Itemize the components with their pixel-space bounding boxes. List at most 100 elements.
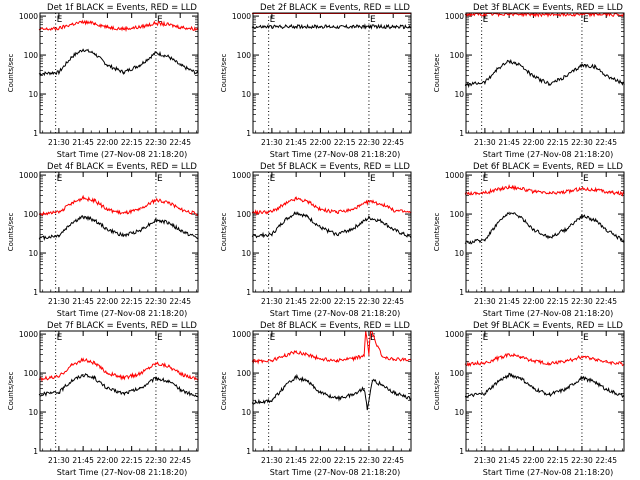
data-point-events (519, 377, 522, 379)
data-point-events (352, 394, 354, 396)
data-point-lld (106, 209, 108, 211)
y-tick-label: 10 (28, 90, 38, 99)
y-tick-label: 100 (237, 51, 252, 60)
series-line-events (252, 23, 412, 30)
data-point-lld (336, 211, 338, 213)
data-point-events (336, 233, 338, 235)
data-point-events (58, 235, 60, 237)
x-tick-label: 22:45 (382, 138, 404, 147)
y-tick-label: 1000 (445, 12, 464, 21)
data-point-events (168, 56, 170, 58)
series-line-events (252, 211, 412, 239)
panel-title: Det 6f BLACK = Events, RED = LLD (473, 162, 623, 172)
x-tick-label: 21:45 (498, 456, 520, 465)
data-point-lld (484, 13, 486, 16)
data-point-lld (363, 355, 365, 357)
marker-label: E (57, 333, 63, 343)
data-point-lld (594, 189, 596, 191)
data-point-events (594, 219, 596, 221)
data-point-events (605, 229, 607, 231)
data-point-events (58, 391, 60, 393)
data-point-lld (392, 358, 394, 360)
y-tick-label: 1000 (445, 171, 464, 180)
y-tick-label: 1000 (232, 171, 251, 180)
data-point-events (484, 239, 486, 241)
x-tick-label: 22:15 (334, 456, 356, 465)
data-point-events (93, 377, 96, 379)
x-axis-label: Start Time (27-Nov-08 21:18:20) (483, 150, 613, 159)
marker-label: E (583, 15, 589, 25)
data-point-events (392, 229, 394, 231)
data-point-events (319, 391, 321, 393)
y-axis-label: Counts/sec (220, 54, 228, 93)
data-point-lld (106, 26, 108, 28)
data-point-lld (336, 359, 338, 362)
data-point-lld (549, 363, 551, 365)
marker-label: E (370, 15, 376, 25)
y-tick-label: 10 (241, 249, 251, 258)
data-point-events (71, 222, 73, 224)
data-point-events (605, 388, 607, 390)
y-tick-label: 1000 (232, 330, 251, 339)
data-point-events (565, 388, 567, 390)
plot-frame (39, 12, 199, 134)
data-point-events (371, 379, 373, 381)
plot-frame (465, 171, 625, 293)
y-tick-label: 10 (454, 90, 464, 99)
data-point-events (497, 381, 499, 383)
data-point-lld (58, 27, 60, 30)
panel-det-5f: Det 5f BLACK = Events, RED = LLD Counts/s… (220, 162, 412, 318)
panel-det-3f: Det 3f BLACK = Events, RED = LLD Counts/s… (433, 3, 625, 159)
data-point-lld (155, 199, 157, 201)
x-tick-label: 21:30 (474, 297, 496, 306)
data-point-events (549, 83, 551, 85)
data-point-lld (155, 22, 157, 24)
y-tick-label: 1 (33, 129, 38, 138)
series-line-events (39, 372, 199, 398)
plot-frame (252, 330, 412, 452)
x-axis-label: Start Time (27-Nov-08 21:18:20) (270, 309, 400, 318)
plot-frame (252, 171, 412, 293)
y-tick-label: 100 (237, 210, 252, 219)
marker-label: E (583, 174, 589, 184)
data-point-events (344, 26, 346, 28)
data-point-lld (168, 24, 170, 26)
x-tick-label: 22:45 (595, 297, 617, 306)
data-point-lld (557, 13, 559, 16)
data-point-events (532, 388, 535, 390)
data-point-events (295, 25, 297, 28)
x-tick-label: 22:15 (121, 297, 143, 306)
data-point-events (58, 71, 60, 73)
data-point-events (179, 388, 181, 390)
data-point-events (271, 233, 273, 235)
data-point-events (93, 219, 96, 221)
data-point-lld (71, 202, 73, 204)
x-tick-label: 22:00 (310, 138, 332, 147)
data-point-events (336, 398, 338, 400)
y-tick-label: 100 (24, 51, 39, 60)
x-tick-label: 22:00 (523, 138, 545, 147)
data-point-lld (139, 26, 141, 28)
y-axis-label: Counts/sec (7, 213, 15, 252)
data-point-lld (82, 359, 84, 361)
data-point-events (519, 64, 522, 66)
series-line-lld (39, 19, 199, 33)
data-point-lld (93, 22, 96, 24)
data-point-lld (168, 201, 170, 203)
y-tick-label: 10 (28, 408, 38, 417)
data-point-events (594, 381, 596, 383)
data-point-events (295, 211, 297, 213)
x-tick-label: 22:15 (334, 138, 356, 147)
data-point-events (139, 229, 141, 231)
y-tick-label: 100 (450, 210, 465, 219)
marker-label: E (370, 333, 376, 343)
x-tick-label: 21:45 (498, 138, 520, 147)
data-point-events (139, 388, 141, 390)
data-point-events (93, 52, 96, 55)
x-tick-label: 21:30 (48, 456, 70, 465)
data-point-events (106, 64, 108, 66)
data-point-events (352, 228, 354, 230)
data-point-events (392, 26, 394, 28)
y-tick-label: 10 (454, 408, 464, 417)
x-tick-label: 21:30 (261, 138, 283, 147)
